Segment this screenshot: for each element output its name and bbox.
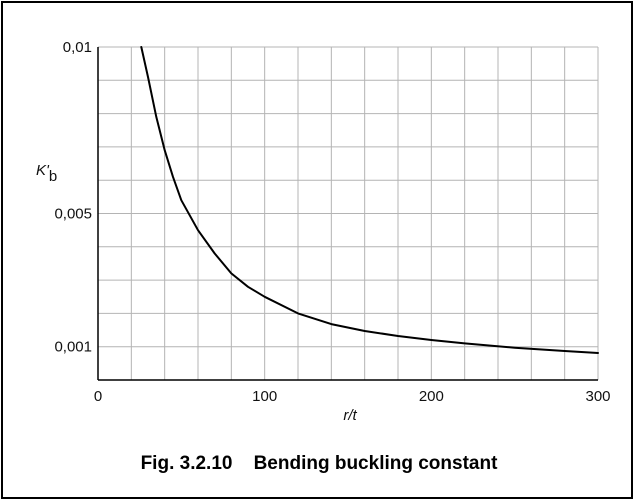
figure-title: Bending buckling constant — [253, 453, 498, 474]
x-axis-label: r/t — [343, 407, 357, 424]
series-line — [140, 46, 599, 354]
y-axis-label-sub: b — [49, 168, 57, 185]
tick-labels: 0 100 200 300 0,001 0,005 0,01 — [54, 39, 610, 405]
grid — [98, 46, 599, 380]
y-axis-label: K'b — [36, 162, 57, 185]
y-tick-label: 0,001 — [54, 339, 92, 356]
y-axis-label-main: K' — [36, 162, 50, 179]
x-tick-label: 300 — [585, 388, 610, 405]
y-tick-label: 0,01 — [63, 39, 92, 56]
series-layer — [140, 46, 599, 354]
figure-caption: Fig. 3.2.10 Bending buckling constant — [0, 453, 638, 475]
x-tick-label: 100 — [252, 388, 277, 405]
y-tick-label: 0,005 — [54, 206, 92, 223]
x-tick-label: 0 — [94, 388, 102, 405]
x-tick-label: 200 — [419, 388, 444, 405]
figure-number: Fig. 3.2.10 — [140, 453, 233, 474]
